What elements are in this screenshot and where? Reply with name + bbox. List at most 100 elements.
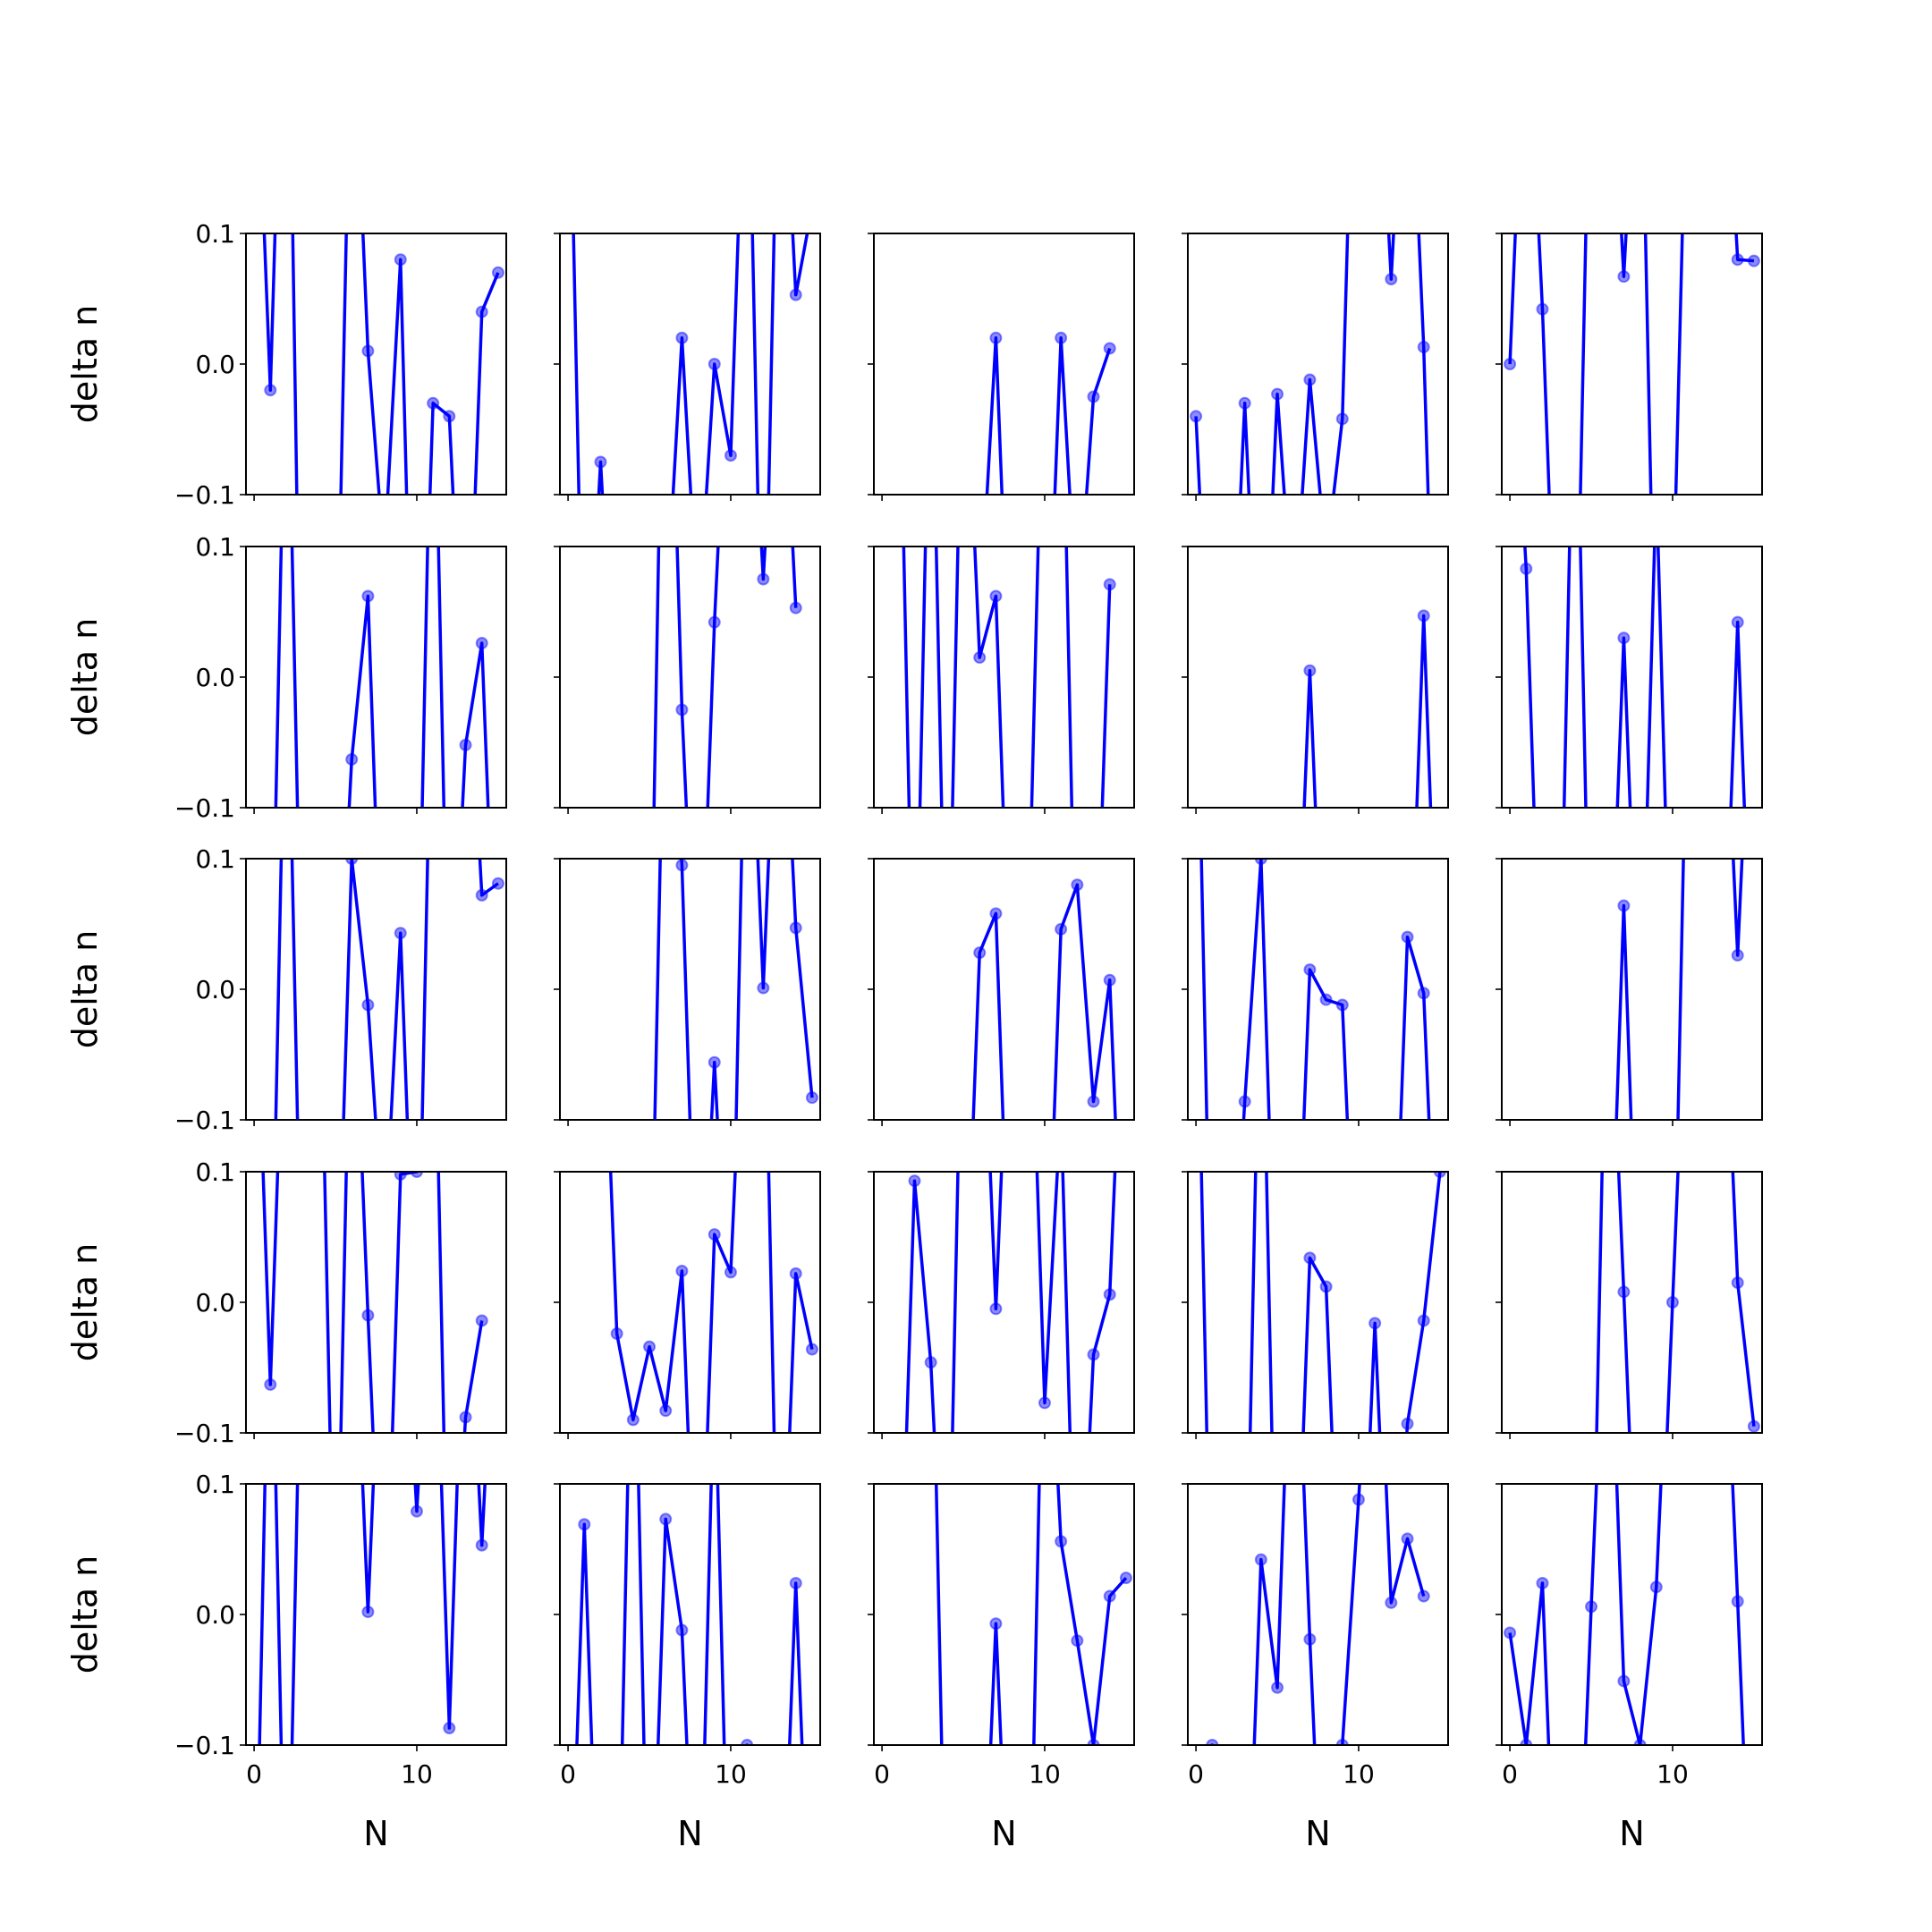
data-point (1087, 1095, 1100, 1108)
data-point (1335, 412, 1349, 426)
y-tick-label: 0.1 (195, 219, 235, 249)
data-point (908, 1174, 921, 1188)
x-axis-label: N (1305, 1814, 1330, 1853)
data-point (1103, 578, 1116, 591)
data-point (789, 288, 802, 301)
data-point (475, 305, 488, 318)
data-point (1747, 1419, 1760, 1433)
data-point (989, 589, 1003, 603)
data-point (1585, 1600, 1598, 1614)
x-axis-label: N (677, 1814, 702, 1853)
data-point (1504, 358, 1517, 370)
data-point (1417, 609, 1430, 623)
plot-area (652, 547, 802, 808)
y-tick-label: 0.1 (195, 844, 235, 874)
data-point (491, 877, 504, 890)
plot-area (1504, 233, 1760, 495)
data-point (724, 1266, 737, 1279)
data-point (1617, 1285, 1631, 1299)
data-line (934, 1484, 1128, 1745)
data-point (1731, 1276, 1744, 1290)
data-point (1401, 930, 1414, 944)
data-point (361, 589, 375, 603)
data-line (904, 1172, 1117, 1433)
data-point (1103, 1589, 1116, 1603)
data-point (1731, 949, 1744, 962)
y-axis-label: delta n (65, 1555, 105, 1674)
data-point (675, 331, 689, 344)
plot-area (274, 547, 490, 808)
y-tick-label: 0.1 (195, 1157, 235, 1187)
data-point (610, 1327, 623, 1341)
y-axis-label: delta n (65, 1243, 105, 1361)
x-tick-label: 10 (1343, 1759, 1375, 1789)
plot-area (1504, 1484, 1745, 1745)
data-point (1536, 302, 1549, 316)
y-tick-label: −0.1 (174, 1731, 235, 1760)
data-point (1352, 1493, 1365, 1506)
data-point (1385, 1596, 1398, 1609)
data-line (1210, 1484, 1426, 1745)
plot-area (1595, 1172, 1760, 1433)
data-line (1508, 1484, 1745, 1745)
plot-area (934, 1484, 1132, 1745)
y-axis-label: delta n (65, 930, 105, 1048)
data-point (675, 1623, 689, 1637)
data-point (1385, 273, 1398, 286)
data-point (594, 455, 607, 469)
y-tick-label: 0.0 (195, 663, 235, 692)
plot-area (608, 1172, 818, 1433)
data-point (989, 1617, 1003, 1631)
plot-area (1199, 859, 1431, 1120)
data-line (608, 1172, 814, 1433)
data-point (475, 888, 488, 902)
plot-area (1190, 233, 1430, 495)
plot-area (653, 859, 818, 1120)
data-point (1536, 1576, 1549, 1589)
plot-area (258, 1484, 488, 1745)
x-tick-label: 0 (874, 1759, 890, 1789)
data-point (708, 1055, 721, 1069)
plot-area (274, 859, 504, 1120)
data-point (1520, 562, 1533, 575)
data-point (491, 266, 504, 279)
data-point (361, 344, 375, 358)
data-point (1103, 342, 1116, 355)
data-point (1504, 1626, 1517, 1640)
data-line (1194, 233, 1430, 495)
data-point (1254, 859, 1267, 865)
plot-area (1614, 859, 1744, 1120)
data-point (1119, 1572, 1132, 1585)
x-tick-label: 0 (246, 1759, 262, 1789)
data-point (1633, 1739, 1647, 1745)
x-tick-label: 0 (560, 1759, 576, 1789)
plot-area (1199, 1172, 1446, 1433)
data-point (1103, 1288, 1116, 1301)
x-axis-label: N (1619, 1814, 1644, 1853)
data-point (264, 1377, 277, 1391)
data-line (902, 547, 1112, 808)
data-point (708, 1228, 721, 1241)
data-point (1335, 1739, 1349, 1745)
data-point (1271, 387, 1284, 401)
data-point (973, 946, 987, 960)
data-point (1038, 1396, 1051, 1410)
x-axis-label: N (991, 1814, 1016, 1853)
data-point (989, 907, 1003, 920)
data-point (1206, 1739, 1219, 1745)
y-tick-label: 0.0 (195, 1600, 235, 1630)
plot-area (575, 1484, 804, 1745)
data-point (1087, 390, 1100, 403)
data-point (443, 410, 456, 423)
data-point (459, 1411, 472, 1424)
data-point (394, 253, 407, 267)
data-point (1401, 1417, 1414, 1430)
data-point (659, 1404, 673, 1418)
y-axis-label: delta n (65, 618, 105, 736)
data-point (1617, 631, 1631, 645)
data-point (1417, 987, 1430, 1000)
plot-area (1206, 1484, 1430, 1745)
data-point (989, 331, 1003, 344)
y-tick-label: 0.1 (195, 532, 235, 562)
